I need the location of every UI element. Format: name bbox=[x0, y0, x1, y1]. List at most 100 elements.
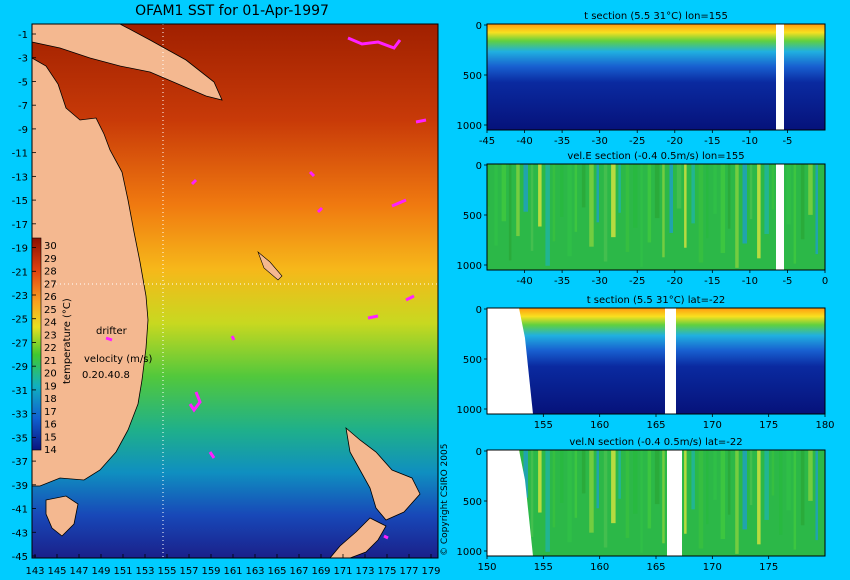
velocity-streak bbox=[618, 164, 621, 213]
longitude-tick-label: 147 bbox=[69, 566, 88, 577]
colorbar-label: temperature (°C) bbox=[62, 298, 73, 384]
latitude-tick-label: -37 bbox=[12, 457, 28, 468]
velocity-streak bbox=[800, 164, 805, 240]
latitude-tick-label: -11 bbox=[12, 149, 28, 160]
latitude-tick-label: -3 bbox=[18, 54, 28, 65]
depth-tick-label: 1000 bbox=[457, 261, 482, 272]
longitude-tick-label: 169 bbox=[311, 566, 330, 577]
land-mask bbox=[487, 308, 533, 414]
velocity-streak bbox=[800, 450, 805, 526]
velocity-streak bbox=[662, 164, 665, 258]
velocity-streak bbox=[654, 450, 660, 505]
velocity-streak bbox=[742, 450, 747, 530]
section-title: t section (5.5 31°C) lon=155 bbox=[584, 11, 728, 22]
velocity-streak bbox=[815, 450, 818, 541]
section-title: t section (5.5 31°C) lat=-22 bbox=[587, 295, 726, 306]
colorbar-tick-label: 14 bbox=[44, 445, 57, 456]
velocity-streak bbox=[647, 164, 652, 243]
section-x-tick-label: 175 bbox=[759, 420, 778, 431]
section-x-tick-label: 155 bbox=[534, 562, 553, 573]
map-title: OFAM1 SST for 01-Apr-1997 bbox=[135, 3, 329, 19]
velocity-streak bbox=[596, 164, 599, 223]
velocity-scale-value: 0.2 bbox=[82, 370, 98, 381]
section-x-tick-label: -25 bbox=[629, 276, 645, 287]
section-x-tick-label: -35 bbox=[554, 136, 570, 147]
latitude-tick-label: -1 bbox=[18, 30, 28, 41]
section-x-tick-label: 160 bbox=[590, 562, 609, 573]
depth-tick-label: 500 bbox=[463, 71, 482, 82]
section-x-tick-label: -5 bbox=[782, 276, 792, 287]
section-x-tick-label: 160 bbox=[590, 420, 609, 431]
colorbar-tick-label: 19 bbox=[44, 381, 57, 392]
velocity-streak bbox=[633, 164, 638, 228]
velocity-streak bbox=[538, 450, 542, 513]
velocity-streak bbox=[749, 164, 753, 220]
velocity-streak bbox=[786, 164, 791, 225]
depth-tick-label: 500 bbox=[463, 211, 482, 222]
section-x-tick-label: -15 bbox=[704, 276, 720, 287]
velocity-streak bbox=[640, 164, 643, 267]
longitude-tick-label: 153 bbox=[135, 566, 154, 577]
velocity-streak bbox=[698, 164, 704, 263]
temperature-colorbar bbox=[31, 237, 42, 451]
velocity-streak bbox=[793, 164, 797, 264]
velocity-streak bbox=[706, 164, 709, 239]
section-x-tick-label: -30 bbox=[591, 136, 607, 147]
copyright-text: © Copyright CSIRO 2005 bbox=[440, 444, 450, 556]
depth-tick-label: 1000 bbox=[457, 547, 482, 558]
velocity-streak bbox=[676, 164, 682, 209]
velocity-streak bbox=[771, 164, 775, 210]
velocity-streak bbox=[793, 450, 797, 550]
depth-tick-label: 1000 bbox=[457, 121, 482, 132]
section-panels: t section (5.5 31°C) lon=155 0 500 1000 -45 -… bbox=[457, 11, 835, 573]
section-x-tick-label: 165 bbox=[646, 562, 665, 573]
velocity-streak bbox=[713, 450, 717, 500]
longitude-tick-label: 155 bbox=[157, 566, 176, 577]
velocity-streak bbox=[501, 164, 507, 222]
velocity-streak bbox=[713, 164, 717, 214]
section-x-tick-label: 180 bbox=[815, 420, 834, 431]
new-guinea-land bbox=[31, 23, 223, 101]
velocity-scale: 0.2 0.4 0.8 bbox=[82, 370, 130, 381]
drifter-legend-mark bbox=[105, 336, 113, 342]
latitude-tick-label: -45 bbox=[12, 552, 28, 563]
section-x-tick-label: -15 bbox=[704, 136, 720, 147]
velocity-streak bbox=[742, 164, 747, 244]
velocity-streak bbox=[611, 450, 616, 524]
temperature-section-field bbox=[487, 308, 825, 414]
depth-tick-label: 1000 bbox=[457, 405, 482, 416]
section-x-tick-label: -30 bbox=[591, 276, 607, 287]
velocity-streak bbox=[567, 450, 572, 543]
velocity-streak bbox=[581, 164, 586, 208]
velocity-streak bbox=[808, 164, 813, 215]
velocity-streak bbox=[560, 164, 564, 217]
velocity-streak bbox=[530, 164, 534, 251]
velocity-streak bbox=[625, 164, 630, 252]
velocity-streak bbox=[684, 450, 687, 534]
velocity-streak bbox=[691, 450, 695, 510]
map-latitude-ticks: -1 -3 -5 -7 -9 -11 -13 -15 -17 -19 -21 -23 -25 -27 -29… bbox=[12, 30, 36, 563]
velocity-streak bbox=[691, 164, 695, 224]
longitude-tick-label: 149 bbox=[91, 566, 110, 577]
longitude-tick-label: 145 bbox=[47, 566, 66, 577]
velocity-streak bbox=[815, 164, 818, 255]
velocity-streak bbox=[523, 164, 528, 212]
section-x-tick-label: 155 bbox=[534, 420, 553, 431]
section-frame bbox=[486, 163, 826, 271]
colorbar-tick-label: 15 bbox=[44, 432, 57, 443]
latitude-tick-label: -43 bbox=[12, 528, 28, 539]
velocity-streak bbox=[603, 164, 608, 262]
velocity-streak bbox=[779, 450, 783, 535]
velocity-streak bbox=[654, 164, 660, 219]
velocity-streak bbox=[589, 450, 594, 533]
latitude-tick-label: -29 bbox=[12, 362, 28, 373]
colorbar-tick-label: 17 bbox=[44, 407, 57, 418]
section-x-tick-label: 175 bbox=[759, 562, 778, 573]
missing-data-gap bbox=[667, 450, 682, 556]
depth-tick-label: 0 bbox=[476, 305, 482, 316]
section-x-tick-label: -25 bbox=[629, 136, 645, 147]
velocity-streak bbox=[516, 164, 520, 237]
velocity-streak bbox=[698, 450, 704, 549]
velocity-streak bbox=[545, 164, 550, 266]
